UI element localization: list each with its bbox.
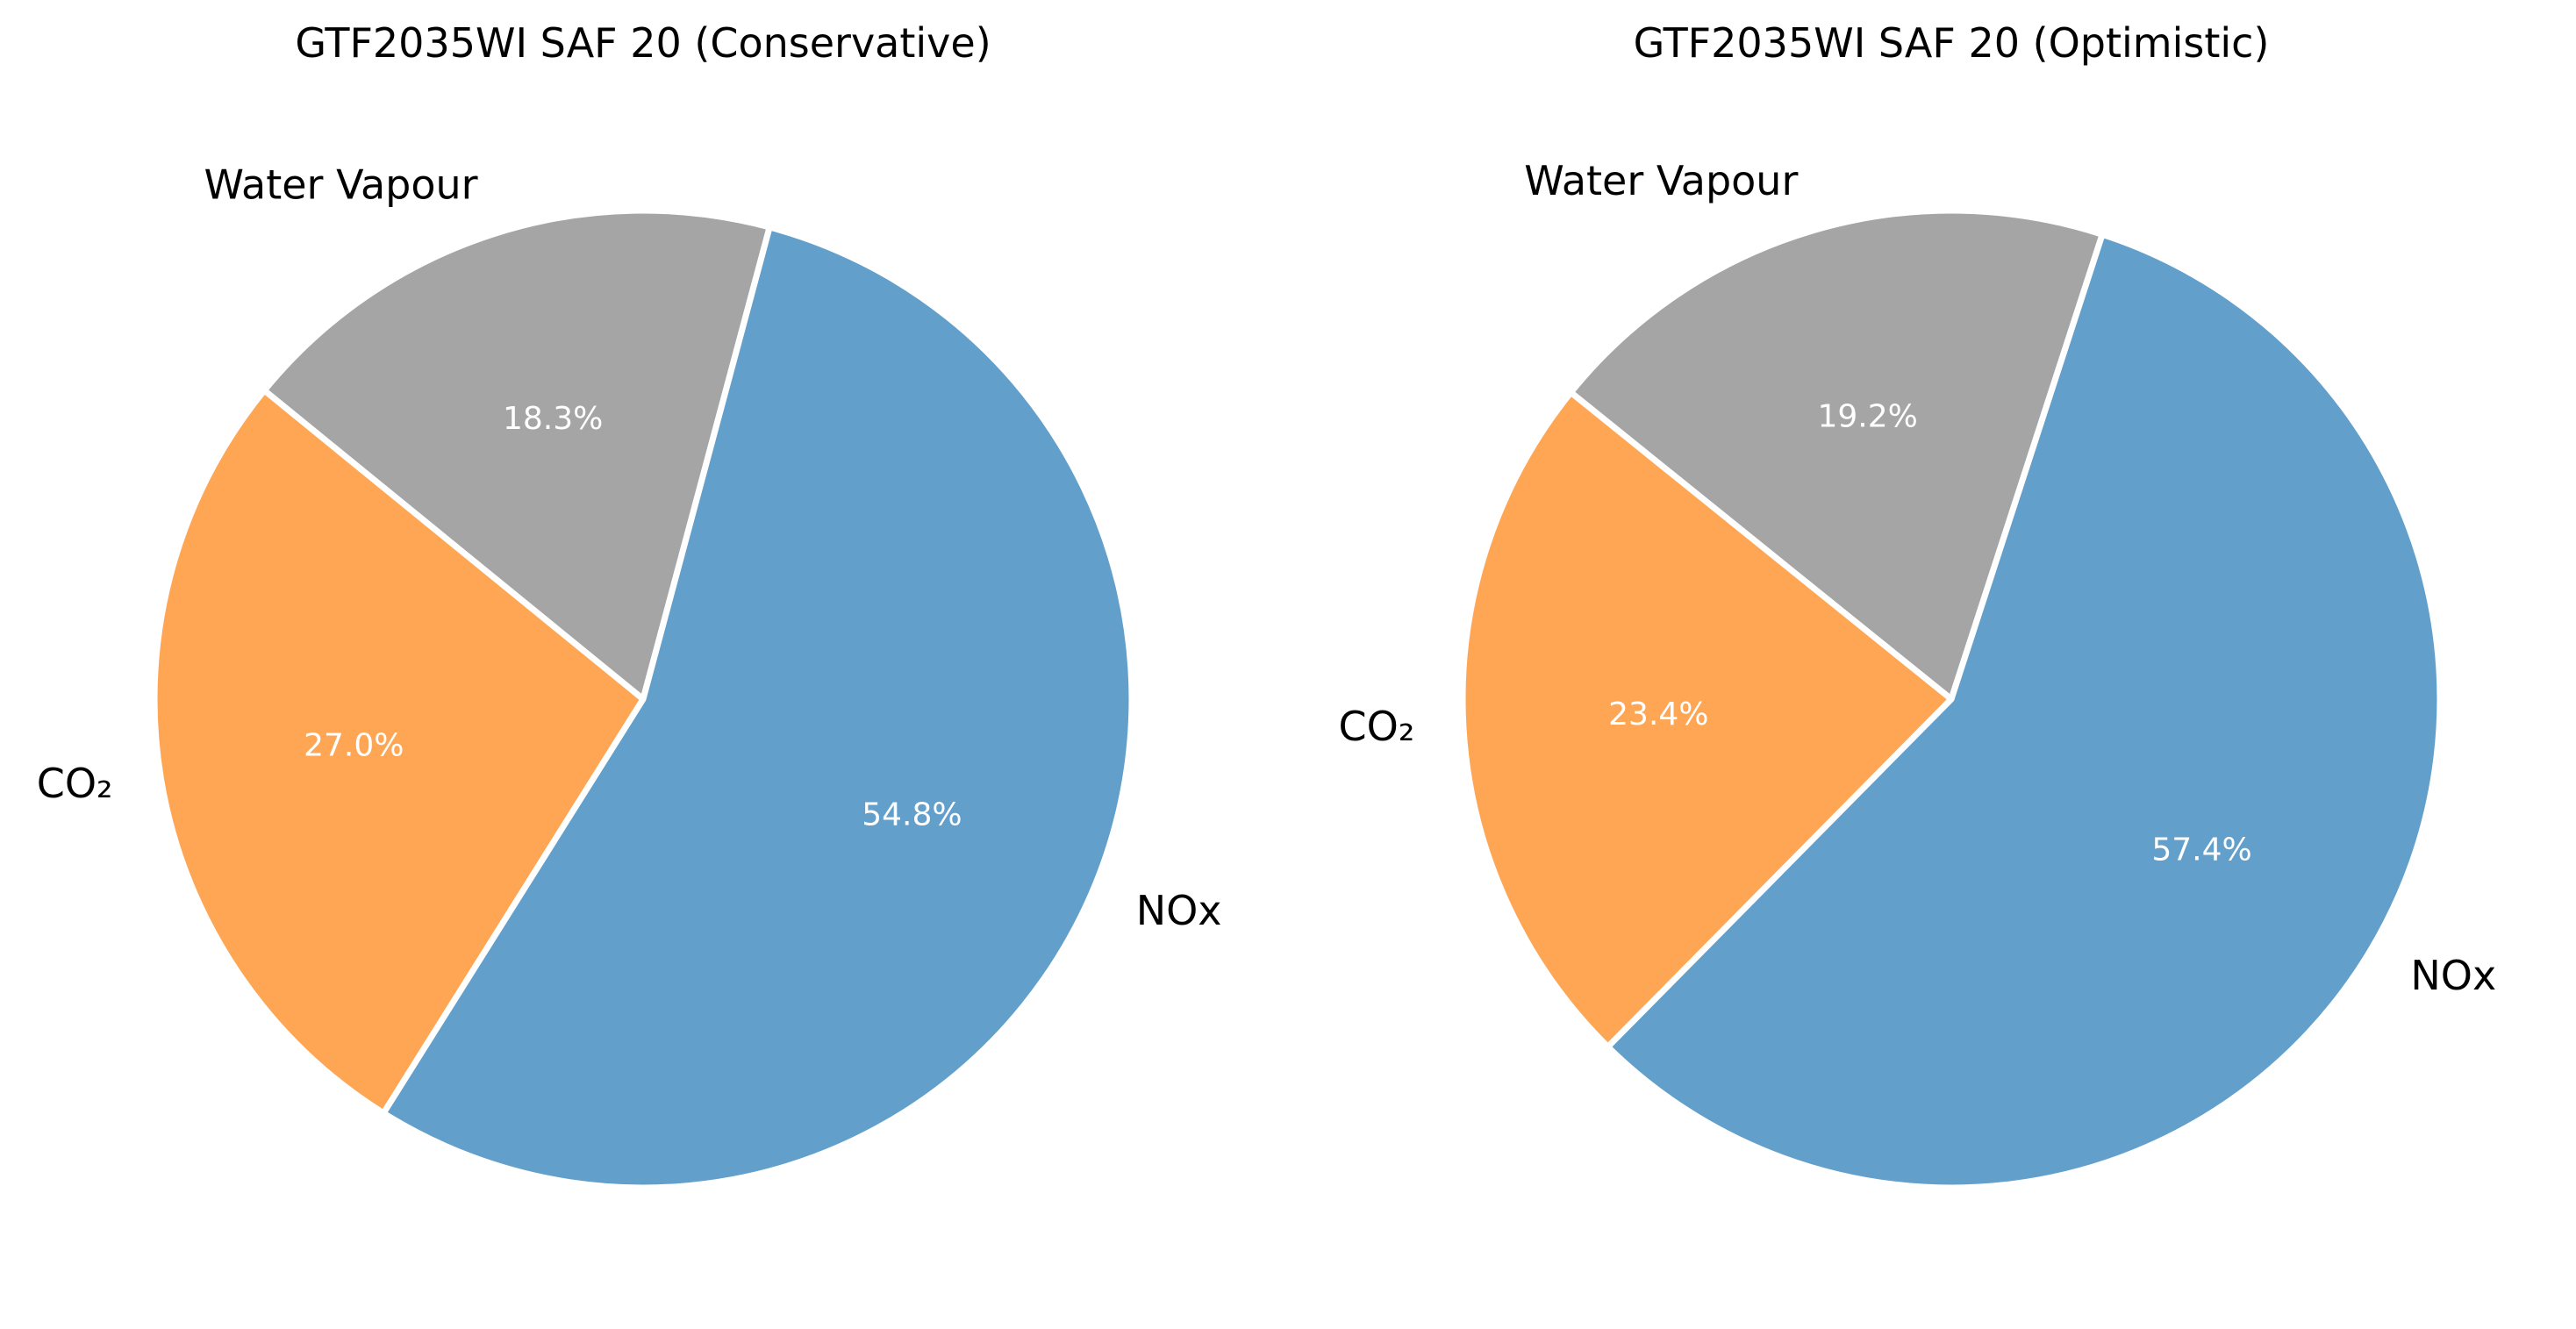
pct-label-nox: 57.4% — [2151, 832, 2251, 868]
pct-label-nox: 54.8% — [862, 797, 962, 833]
pct-label-co2: 27.0% — [304, 727, 404, 763]
category-label-nox: NOx — [2410, 952, 2496, 999]
pie-slice-co2 — [151, 387, 647, 1117]
chart-title-optimistic: GTF2035WI SAF 20 (Optimistic) — [1634, 19, 2270, 67]
pie-slice-nox — [1605, 231, 2444, 1191]
pie-slice-co2 — [1459, 389, 1955, 1050]
category-label-water-vapour: Water Vapour — [204, 161, 477, 209]
pie-chart-conservative: GTF2035WI SAF 20 (Conservative) 18.3% Wat… — [37, 19, 1222, 1191]
pct-label-water-vapour: 19.2% — [1818, 399, 1918, 435]
slices-conservative: 18.3% Water Vapour 27.0% CO₂ 54.8% NOx — [37, 161, 1222, 1191]
label-layer: 19.2% Water Vapour 23.4% CO₂ 57.4% NOx — [1339, 157, 2497, 999]
pie-slice-nox — [380, 224, 1135, 1191]
category-label-co2: CO₂ — [37, 760, 113, 807]
pie-chart-optimistic: GTF2035WI SAF 20 (Optimistic) 19.2% Water… — [1339, 19, 2497, 1191]
slices-optimistic: 19.2% Water Vapour 23.4% CO₂ 57.4% NOx — [1339, 157, 2497, 1191]
pie-slice-water-vapour — [1567, 207, 2106, 703]
pct-label-water-vapour: 18.3% — [503, 401, 603, 437]
category-label-co2: CO₂ — [1339, 703, 1415, 750]
pct-label-co2: 23.4% — [1608, 697, 1708, 732]
category-label-nox: NOx — [1136, 887, 1222, 934]
label-layer: 18.3% Water Vapour 27.0% CO₂ 54.8% NOx — [37, 161, 1222, 935]
category-label-water-vapour: Water Vapour — [1524, 157, 1798, 204]
chart-title-conservative: GTF2035WI SAF 20 (Conservative) — [295, 19, 991, 67]
pie-slice-water-vapour — [261, 207, 773, 703]
